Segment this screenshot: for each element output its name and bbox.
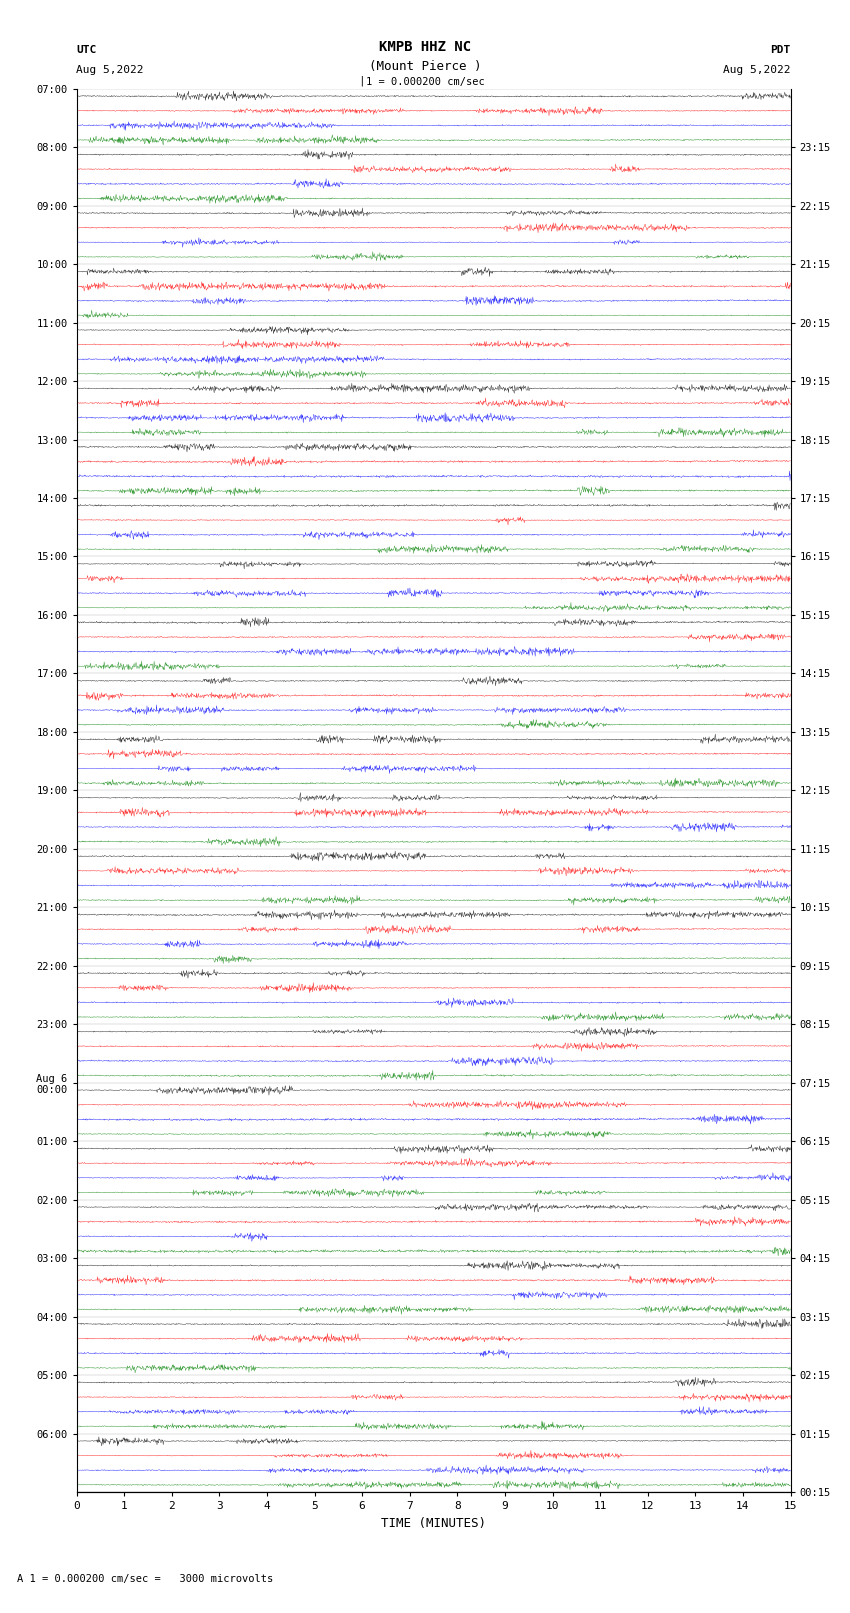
Text: UTC: UTC bbox=[76, 45, 97, 55]
X-axis label: TIME (MINUTES): TIME (MINUTES) bbox=[381, 1516, 486, 1529]
Text: (Mount Pierce ): (Mount Pierce ) bbox=[369, 60, 481, 73]
Text: |: | bbox=[358, 76, 365, 87]
Text: A 1 = 0.000200 cm/sec =   3000 microvolts: A 1 = 0.000200 cm/sec = 3000 microvolts bbox=[17, 1574, 273, 1584]
Text: PDT: PDT bbox=[770, 45, 790, 55]
Text: Aug 5,2022: Aug 5,2022 bbox=[723, 65, 791, 74]
Text: 1 = 0.000200 cm/sec: 1 = 0.000200 cm/sec bbox=[366, 77, 484, 87]
Text: Aug 5,2022: Aug 5,2022 bbox=[76, 65, 144, 74]
Text: KMPB HHZ NC: KMPB HHZ NC bbox=[379, 40, 471, 55]
